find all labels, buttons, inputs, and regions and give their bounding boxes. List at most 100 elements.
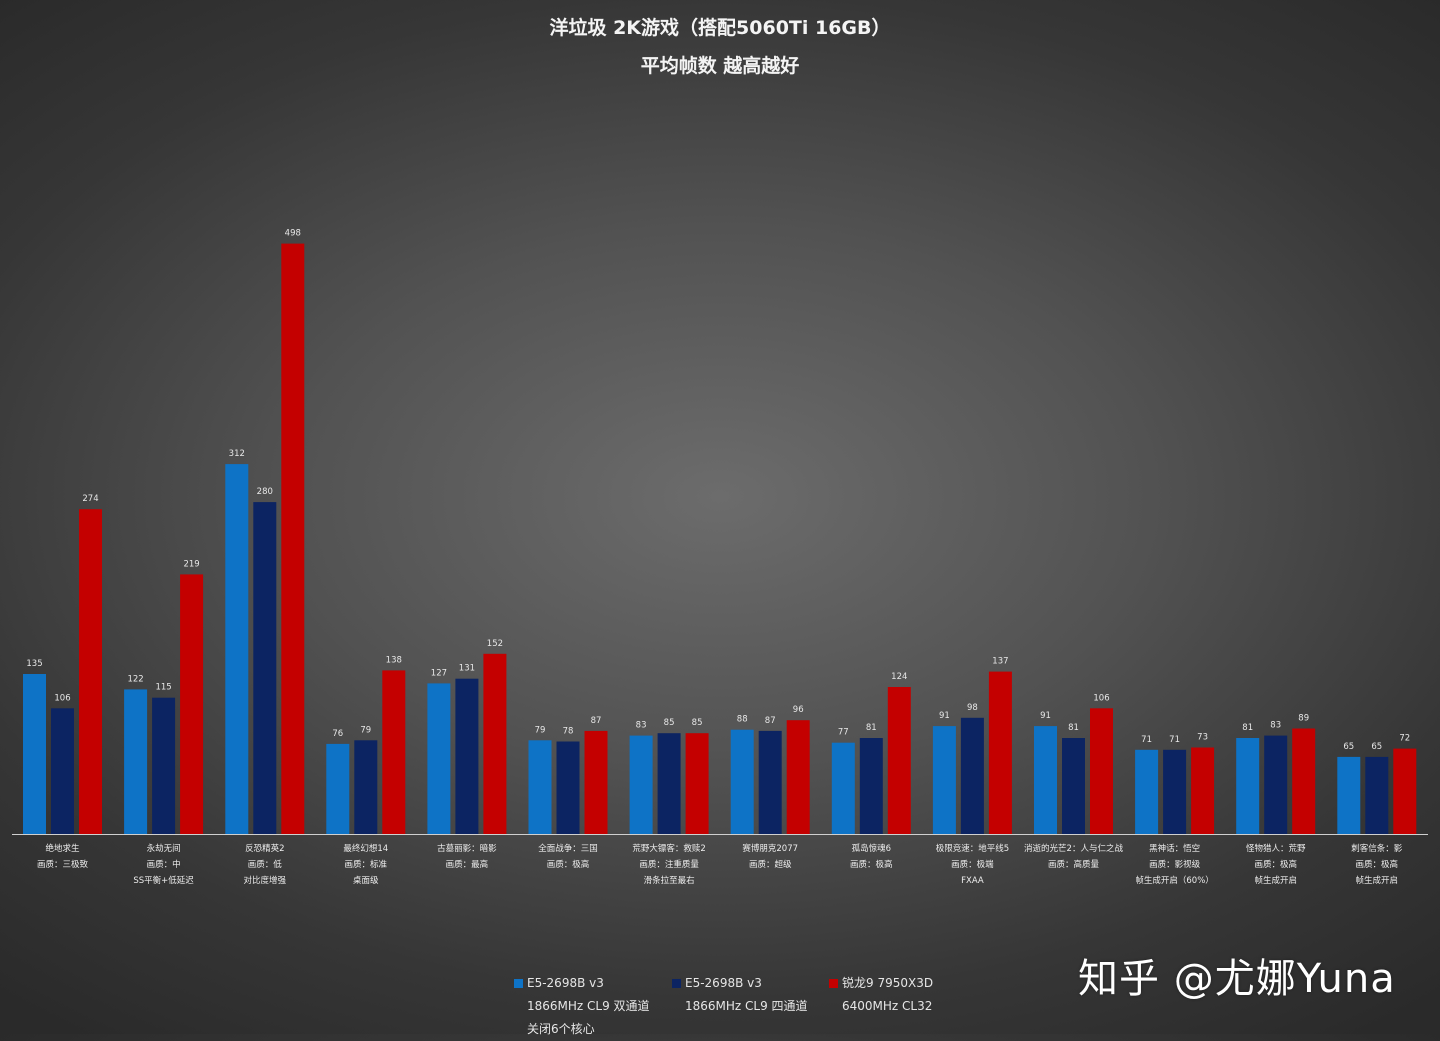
data-label: 73 [1197, 733, 1208, 743]
legend-swatch [672, 979, 681, 988]
bar [79, 509, 102, 834]
bar [382, 670, 406, 834]
category-label: 画质：中 [147, 859, 181, 870]
chart-subtitle: 平均帧数 越高越好 [640, 55, 800, 77]
data-label: 81 [1068, 723, 1079, 733]
bar [23, 674, 46, 834]
category-label: 画质：注重质量 [639, 859, 699, 870]
category-label: 画质：超级 [749, 859, 792, 870]
bar [281, 243, 305, 835]
data-label: 152 [487, 639, 503, 649]
data-label: 106 [1093, 693, 1109, 703]
legend-label: 锐龙9 7950X3D [842, 976, 934, 990]
data-label: 88 [737, 715, 748, 725]
bar [988, 671, 1012, 834]
data-label: 115 [155, 683, 171, 693]
data-label: 280 [257, 487, 273, 497]
bar [124, 689, 148, 834]
category-label: SS平衡+低延迟 [133, 875, 194, 886]
bar [152, 697, 176, 834]
category-label: 画质：最高 [446, 859, 489, 870]
legend-detail: 1866MHz CL9 四通道 [685, 999, 808, 1013]
category-label: 画质：极高 [1356, 859, 1399, 870]
data-label: 81 [1242, 723, 1253, 733]
bar [253, 502, 277, 834]
data-label: 71 [1169, 735, 1180, 745]
legend-swatch [829, 979, 838, 988]
bar [1365, 756, 1389, 834]
bar [1062, 738, 1085, 834]
category-label: 对比度增强 [244, 875, 287, 886]
bar [1191, 747, 1215, 834]
bar [1264, 735, 1288, 834]
data-label: 498 [285, 229, 301, 239]
data-label: 219 [183, 559, 199, 569]
category-label: FXAA [961, 876, 984, 886]
legend-label: E5-2698B v3 [685, 976, 762, 990]
category-label: 画质：三极致 [37, 859, 89, 870]
data-label: 91 [1040, 711, 1051, 721]
data-label: 122 [127, 674, 143, 684]
bar [730, 729, 754, 834]
data-label: 65 [1371, 742, 1382, 752]
category-label: 反恐精英2 [245, 843, 284, 854]
data-label: 138 [386, 655, 402, 665]
bar [1337, 756, 1361, 834]
category-label: 绝地求生 [45, 843, 80, 854]
bar [528, 740, 552, 834]
category-label: 荒野大镖客：救赎2 [632, 843, 705, 854]
bar [960, 717, 984, 834]
legend-item-series-1: E5-2698B v3 1866MHz CL9 双通道 关闭6个核心 [514, 972, 650, 1041]
data-label: 106 [54, 693, 70, 703]
bar [427, 683, 451, 834]
bar [180, 574, 204, 834]
data-label: 65 [1343, 742, 1354, 752]
legend-item-series-2: E5-2698B v3 1866MHz CL9 四通道 [672, 972, 808, 1018]
data-label: 87 [591, 716, 602, 726]
bar [1163, 749, 1187, 834]
category-label: 怪物猎人：荒野 [1246, 843, 1306, 854]
category-label: 永劫无间 [147, 843, 181, 854]
data-label: 312 [229, 449, 245, 459]
data-label: 81 [866, 723, 877, 733]
category-label: 画质：极高 [850, 859, 893, 870]
category-label: 极限竞速：地平线5 [936, 843, 1009, 854]
category-label: 黑神话：悟空 [1149, 843, 1200, 854]
bar [225, 464, 249, 834]
bar [455, 678, 479, 834]
bar [685, 733, 709, 834]
bar [786, 720, 810, 834]
category-label: 滑条拉至最右 [644, 875, 695, 886]
data-label: 87 [765, 716, 776, 726]
bar [483, 653, 507, 834]
category-label: 古墓丽影：暗影 [437, 843, 497, 854]
category-label: 赛博朋克2077 [742, 843, 798, 854]
legend-detail: 6400MHz CL32 [842, 999, 933, 1013]
category-label: 画质：高质量 [1048, 859, 1100, 870]
data-label: 83 [636, 721, 647, 731]
legend-item-series-3: 锐龙9 7950X3D 6400MHz CL32 [829, 972, 933, 1018]
data-label: 89 [1298, 714, 1309, 724]
data-label: 96 [793, 705, 804, 715]
data-label: 274 [82, 494, 98, 504]
category-label: 消逝的光芒2：人与仁之战 [1024, 843, 1123, 854]
bar [1292, 728, 1316, 834]
data-label: 76 [332, 729, 343, 739]
bar [758, 730, 782, 834]
data-label: 79 [535, 725, 546, 735]
bar [887, 687, 911, 834]
data-label: 124 [891, 672, 907, 682]
data-label: 71 [1141, 735, 1152, 745]
data-label: 78 [563, 727, 574, 737]
data-label: 72 [1399, 734, 1410, 744]
legend-detail: 1866MHz CL9 双通道 [527, 999, 650, 1013]
category-label: 孤岛惊魂6 [852, 843, 891, 854]
bar [556, 741, 580, 834]
category-label: 桌面级 [353, 875, 379, 886]
watermark-text: 知乎 @尤娜Yuna [1078, 956, 1396, 1002]
category-label: 画质：极高 [547, 859, 590, 870]
category-label: 画质：极端 [951, 859, 994, 870]
chart-title: 洋垃圾 2K游戏（搭配5060Ti 16GB） [549, 17, 891, 39]
category-label: 画质：低 [248, 859, 283, 870]
